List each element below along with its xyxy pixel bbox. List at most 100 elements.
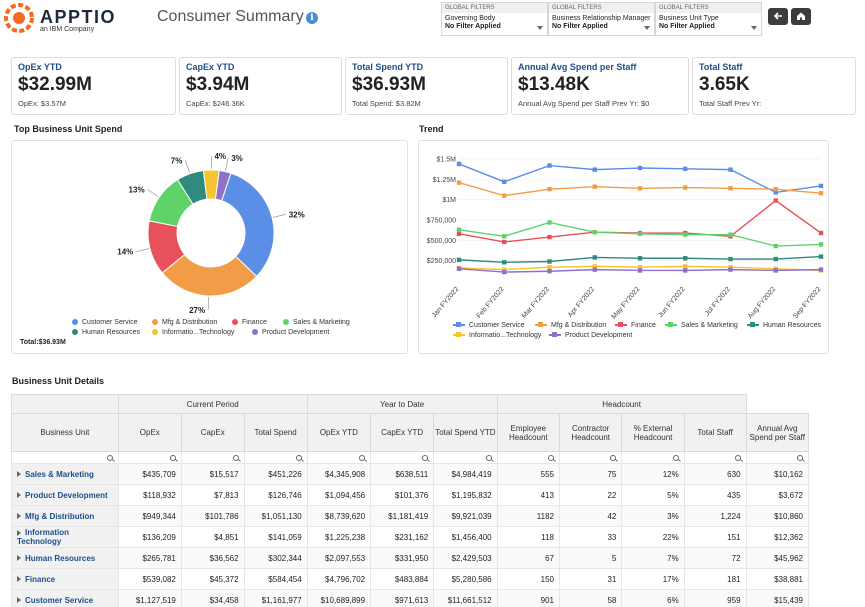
col-header-annual-avg-spend[interactable]: Annual Avg Spend per Staff <box>745 413 810 452</box>
expand-triangle-icon[interactable] <box>17 555 21 562</box>
data-point[interactable] <box>773 198 778 203</box>
data-point[interactable] <box>547 186 552 192</box>
data-point[interactable] <box>728 167 733 172</box>
data-point[interactable] <box>547 264 552 270</box>
data-point[interactable] <box>456 180 462 185</box>
legend-item[interactable]: Customer Service <box>72 319 138 326</box>
data-point[interactable] <box>773 186 778 192</box>
business-unit-cell[interactable]: Finance <box>11 568 119 590</box>
business-unit-cell[interactable]: Customer Service <box>11 589 119 607</box>
data-point[interactable] <box>818 191 824 196</box>
col-header-capex-ytd[interactable]: CapEx YTD <box>370 413 435 452</box>
col-header-total-spend-ytd[interactable]: Total Spend YTD <box>433 413 498 452</box>
filter-governing-body[interactable]: GLOBAL FILTERS Governing Body No Filter … <box>441 2 548 36</box>
data-point[interactable] <box>547 269 552 274</box>
data-point[interactable] <box>502 193 507 198</box>
donut-slice[interactable] <box>221 172 275 278</box>
table-row[interactable]: Finance $539,082 $45,372 $584,454 $4,796,702… <box>11 568 810 590</box>
expand-triangle-icon[interactable] <box>17 529 21 536</box>
column-filter[interactable] <box>180 451 245 464</box>
legend-item[interactable]: Sales & Marketing <box>665 322 738 329</box>
data-point[interactable] <box>547 163 552 168</box>
data-point[interactable] <box>683 264 688 269</box>
data-point[interactable] <box>637 186 643 191</box>
apptio-logo[interactable]: APPTIO an IBM Company <box>4 3 116 33</box>
data-point[interactable] <box>818 242 824 247</box>
table-row[interactable]: Sales & Marketing $435,709 $15,517 $451,226… <box>11 463 810 485</box>
kpi-capex-ytd[interactable]: CapEx YTD $3.94M CapEx: $246.36K <box>179 57 342 115</box>
legend-item[interactable]: Sales & Marketing <box>283 319 350 326</box>
legend-item[interactable]: Mfg & Distribution <box>152 319 217 326</box>
data-point[interactable] <box>728 186 733 191</box>
table-row[interactable]: Human Resources $265,781 $36,562 $302,344 $2… <box>11 547 810 569</box>
kpi-total-spend-ytd[interactable]: Total Spend YTD $36.93M Total Spend: $3.… <box>345 57 508 115</box>
info-icon[interactable]: i <box>306 12 318 24</box>
data-point[interactable] <box>592 264 597 269</box>
data-point[interactable] <box>502 239 507 245</box>
data-point[interactable] <box>818 183 824 189</box>
data-point[interactable] <box>456 231 462 237</box>
expand-triangle-icon[interactable] <box>17 576 21 583</box>
data-point[interactable] <box>773 190 778 195</box>
col-header-contractor-headcount[interactable]: Contractor Headcount <box>558 413 623 452</box>
legend-item[interactable]: Informatio...Technology <box>152 329 234 336</box>
data-point[interactable] <box>502 267 507 272</box>
data-point[interactable] <box>683 232 688 237</box>
data-point[interactable] <box>502 179 507 185</box>
data-point[interactable] <box>547 220 552 225</box>
column-filter[interactable] <box>306 451 372 464</box>
filter-business-unit-type[interactable]: GLOBAL FILTERS Business Unit Type No Fil… <box>655 2 762 36</box>
kpi-annual-avg-spend[interactable]: Annual Avg Spend per Staff $13.48K Annua… <box>511 57 689 115</box>
home-button[interactable] <box>791 8 811 25</box>
data-point[interactable] <box>683 268 688 273</box>
back-button[interactable] <box>768 8 788 25</box>
business-unit-cell[interactable]: Mfg & Distribution <box>11 505 119 527</box>
data-point[interactable] <box>637 256 643 261</box>
data-point[interactable] <box>592 230 597 235</box>
data-point[interactable] <box>592 184 597 189</box>
col-header-employee-headcount[interactable]: Employee Headcount <box>496 413 560 452</box>
data-point[interactable] <box>637 165 643 171</box>
data-point[interactable] <box>502 260 507 265</box>
column-filter[interactable] <box>243 451 308 464</box>
column-filter[interactable] <box>621 451 685 464</box>
data-point[interactable] <box>637 231 643 237</box>
col-header-total-spend[interactable]: Total Spend <box>243 413 308 452</box>
data-point[interactable] <box>683 185 688 190</box>
data-point[interactable] <box>728 232 733 237</box>
data-point[interactable] <box>502 269 507 275</box>
col-header-total-staff[interactable]: Total Staff <box>683 413 747 452</box>
donut-slice[interactable] <box>161 253 258 297</box>
data-point[interactable] <box>818 267 824 272</box>
column-filter[interactable] <box>745 451 810 464</box>
data-point[interactable] <box>592 255 597 260</box>
kpi-opex-ytd[interactable]: OpEx YTD $32.99M OpEx: $3.57M <box>11 57 176 115</box>
expand-triangle-icon[interactable] <box>17 513 21 520</box>
data-point[interactable] <box>547 234 552 240</box>
data-point[interactable] <box>502 234 507 239</box>
column-filter[interactable] <box>558 451 623 464</box>
business-unit-cell[interactable]: Human Resources <box>11 547 119 569</box>
expand-triangle-icon[interactable] <box>17 492 21 499</box>
data-point[interactable] <box>818 230 824 236</box>
data-point[interactable] <box>818 254 824 259</box>
data-point[interactable] <box>728 267 733 272</box>
expand-triangle-icon[interactable] <box>17 471 21 478</box>
col-header-business-unit[interactable]: Business Unit <box>11 413 119 452</box>
column-filter[interactable] <box>11 451 119 464</box>
data-point[interactable] <box>773 268 778 273</box>
column-filter[interactable] <box>117 451 182 464</box>
data-point[interactable] <box>773 243 778 249</box>
data-point[interactable] <box>456 266 462 272</box>
data-point[interactable] <box>683 256 688 261</box>
column-filter[interactable] <box>370 451 435 464</box>
column-filter[interactable] <box>683 451 747 464</box>
column-filter[interactable] <box>496 451 560 464</box>
legend-item[interactable]: Human Resources <box>747 322 821 329</box>
donut-slice[interactable] <box>214 169 232 202</box>
table-row[interactable]: Customer Service $1,127,519 $34,458 $1,161,… <box>11 589 810 607</box>
legend-item[interactable]: Product Development <box>549 332 632 339</box>
col-header-capex[interactable]: CapEx <box>180 413 245 452</box>
col-header-pct-external-headcount[interactable]: % External Headcount <box>621 413 685 452</box>
col-header-opex[interactable]: OpEx <box>117 413 182 452</box>
